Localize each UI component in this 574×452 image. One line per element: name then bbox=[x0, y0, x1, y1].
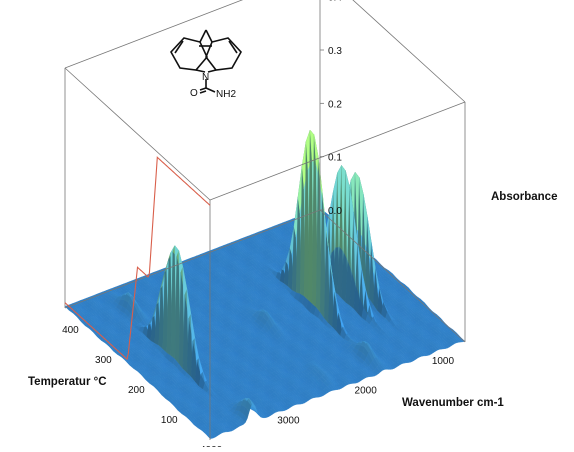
x-axis-label: Wavenumber cm-1 bbox=[402, 397, 504, 409]
c-n-bond bbox=[205, 87, 216, 93]
molecule-n-label: N bbox=[202, 72, 209, 83]
x-tick-label: 3000 bbox=[277, 415, 300, 426]
box-top-edge bbox=[64, 0, 244, 69]
ring-bond bbox=[199, 29, 207, 43]
c-o-bond bbox=[199, 87, 207, 91]
box-top-edge bbox=[64, 67, 211, 201]
c-o-bond bbox=[199, 90, 207, 94]
molecule-o-label: O bbox=[190, 88, 198, 99]
ring-bond bbox=[205, 29, 213, 43]
y-tick-label: 200 bbox=[128, 385, 145, 396]
z-tick-label: 0.0 bbox=[328, 206, 342, 217]
z-tick-label: 0.2 bbox=[328, 99, 342, 110]
y-tick-label: 300 bbox=[95, 355, 112, 366]
y-tick-label: 100 bbox=[161, 415, 178, 426]
molecule-structure bbox=[170, 29, 242, 94]
surface-layer bbox=[64, 129, 466, 439]
z-tick-label: 0.3 bbox=[328, 46, 342, 57]
y-tick-label: 400 bbox=[62, 325, 79, 336]
z-tick-label: 0.1 bbox=[328, 153, 342, 164]
molecule-nh2-label: NH2 bbox=[216, 89, 236, 100]
left-benzene-ring bbox=[170, 37, 208, 71]
z-tick-label: 0.4 bbox=[328, 0, 342, 4]
x-tick-label: 1000 bbox=[432, 356, 455, 367]
right-benzene-ring bbox=[205, 37, 242, 71]
x-tick-label: 2000 bbox=[355, 386, 378, 397]
y-axis-label: Temperatur °C bbox=[28, 376, 107, 388]
z-axis-label: Absorbance bbox=[491, 191, 557, 203]
